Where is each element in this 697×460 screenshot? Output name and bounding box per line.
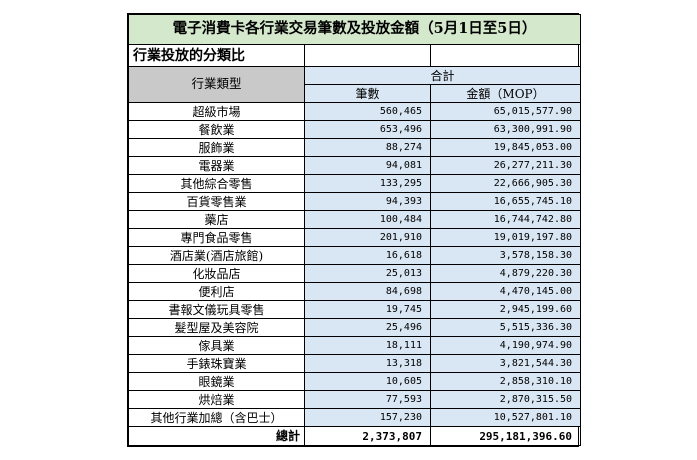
subtitle-empty-cell [429,44,582,67]
count-cell: 77,593 [304,390,431,409]
amount-cell: 26,277,211.30 [429,156,582,175]
count-cell: 10,605 [304,372,431,391]
amount-cell: 4,879,220.30 [429,264,582,283]
count-cell: 133,295 [304,174,431,193]
total-amount: 295,181,396.60 [429,426,582,446]
count-cell: 100,484 [304,210,431,229]
industry-type-cell: 專門食品零售 [128,228,305,247]
header-row-1: 行業類型 合計 [128,66,582,103]
amount-cell: 63,300,991.90 [429,120,582,139]
amount-cell: 19,019,197.80 [429,228,582,247]
industry-type-cell: 眼鏡業 [128,372,305,391]
count-cell: 84,698 [304,282,431,301]
amount-cell: 2,858,310.10 [429,372,582,391]
table-row: 專門食品零售 201,910 19,019,197.80 [128,228,582,247]
amount-cell: 2,870,315.50 [429,390,582,409]
industry-type-cell: 手錶珠寶業 [128,354,305,373]
table-row: 傢具業 18,111 4,190,974.90 [128,336,582,355]
industry-type-cell: 藥店 [128,210,305,229]
count-cell: 18,111 [304,336,431,355]
industry-type-cell: 其他綜合零售 [128,174,305,193]
header-total-group: 合計 [303,66,582,85]
table-row: 化妝品店 25,013 4,879,220.30 [128,264,582,283]
amount-cell: 5,515,336.30 [429,318,582,337]
total-label: 總計 [128,426,305,446]
industry-type-cell: 餐飲業 [128,120,305,139]
table-row: 藥店 100,484 16,744,742.80 [128,210,582,229]
count-cell: 157,230 [304,408,431,427]
industry-type-cell: 超級市場 [128,102,305,121]
title-row: 電子消費卡各行業交易筆數及投放金額（5月1日至5日） [127,14,582,45]
industry-type-cell: 百貨零售業 [128,192,305,211]
header-count: 筆數 [304,84,431,103]
amount-cell: 19,845,053.00 [429,138,582,157]
table-row: 其他綜合零售 133,295 22,666,905.30 [128,174,582,193]
table-row: 烘焙業 77,593 2,870,315.50 [128,390,582,409]
header-row-2: 筆數 金額（MOP） [129,84,582,103]
header-industry-type: 行業類型 [128,66,305,103]
count-cell: 94,393 [304,192,431,211]
industry-type-cell: 其他行業加總（含巴士） [128,408,305,427]
count-cell: 201,910 [304,228,431,247]
count-cell: 25,496 [304,318,431,337]
amount-cell: 10,527,801.10 [429,408,582,427]
total-count: 2,373,807 [304,426,431,446]
industry-type-cell: 烘焙業 [128,390,305,409]
count-cell: 13,318 [304,354,431,373]
count-cell: 94,081 [304,156,431,175]
amount-cell: 65,015,577.90 [429,102,582,121]
industry-type-cell: 書報文儀玩具零售 [128,300,305,319]
industry-type-cell: 酒店業(酒店旅館) [128,246,305,265]
table-row: 百貨零售業 94,393 16,655,745.10 [128,192,582,211]
transaction-table-sheet: 電子消費卡各行業交易筆數及投放金額（5月1日至5日） 行業投放的分類比 行業類型… [127,13,582,447]
amount-cell: 16,655,745.10 [429,192,582,211]
count-cell: 16,618 [304,246,431,265]
subtitle-row: 行業投放的分類比 [128,44,582,67]
industry-type-cell: 服飾業 [128,138,305,157]
table-row: 超級市場 560,465 65,015,577.90 [128,102,582,121]
transaction-table: 電子消費卡各行業交易筆數及投放金額（5月1日至5日） 行業投放的分類比 行業類型… [127,14,582,446]
industry-type-cell: 傢具業 [128,336,305,355]
count-cell: 653,496 [304,120,431,139]
total-row: 總計 2,373,807 295,181,396.60 [128,426,582,446]
count-cell: 88,274 [304,138,431,157]
table-row: 餐飲業 653,496 63,300,991.90 [128,120,582,139]
table-row: 電器業 94,081 26,277,211.30 [128,156,582,175]
subtitle-empty-cell [304,44,431,67]
header-amount: 金額（MOP） [429,84,582,103]
amount-cell: 4,190,974.90 [429,336,582,355]
table-row: 書報文儀玩具零售 19,745 2,945,199.60 [128,300,582,319]
amount-cell: 16,744,742.80 [429,210,582,229]
table-row: 服飾業 88,274 19,845,053.00 [128,138,582,157]
table-row: 手錶珠寶業 13,318 3,821,544.30 [128,354,582,373]
table-row: 髮型屋及美容院 25,496 5,515,336.30 [128,318,582,337]
table-row: 酒店業(酒店旅館) 16,618 3,578,158.30 [128,246,582,265]
amount-cell: 2,945,199.60 [429,300,582,319]
amount-cell: 4,470,145.00 [429,282,582,301]
count-cell: 560,465 [304,102,431,121]
table-row: 便利店 84,698 4,470,145.00 [128,282,582,301]
table-row: 其他行業加總（含巴士） 157,230 10,527,801.10 [128,408,582,427]
count-cell: 25,013 [304,264,431,283]
industry-type-cell: 便利店 [128,282,305,301]
table-title: 電子消費卡各行業交易筆數及投放金額（5月1日至5日） [127,14,582,45]
industry-type-cell: 電器業 [128,156,305,175]
amount-cell: 3,578,158.30 [429,246,582,265]
table-row: 眼鏡業 10,605 2,858,310.10 [128,372,582,391]
industry-type-cell: 化妝品店 [128,264,305,283]
count-cell: 19,745 [304,300,431,319]
industry-type-cell: 髮型屋及美容院 [128,318,305,337]
table-subtitle: 行業投放的分類比 [128,44,305,67]
amount-cell: 3,821,544.30 [429,354,582,373]
amount-cell: 22,666,905.30 [429,174,582,193]
